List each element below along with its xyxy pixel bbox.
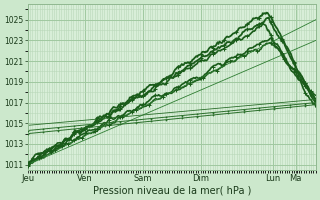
X-axis label: Pression niveau de la mer( hPa ): Pression niveau de la mer( hPa ): [92, 186, 251, 196]
